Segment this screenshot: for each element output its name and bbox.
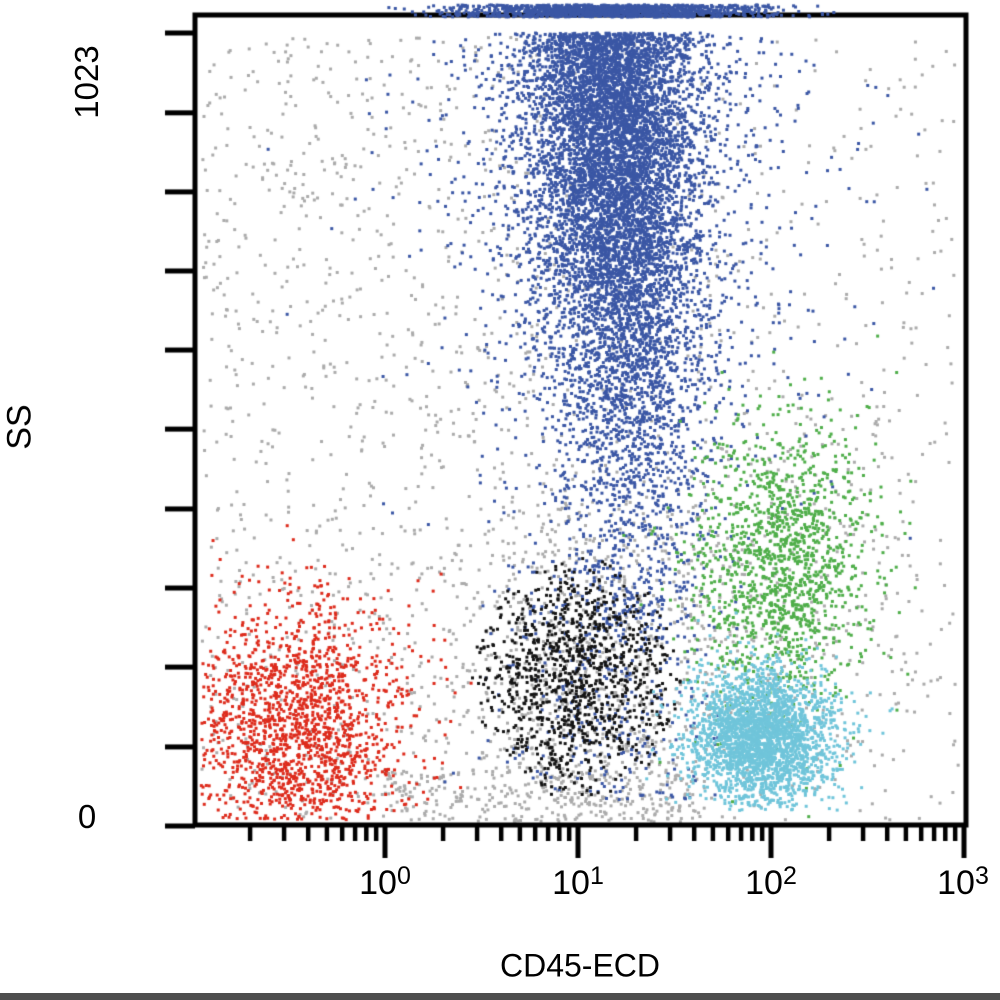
x-tick-exponent: 2 bbox=[782, 861, 797, 890]
y-axis-min-tick-label: 0 bbox=[77, 798, 97, 835]
x-tick-base: 10 bbox=[745, 864, 783, 902]
x-tick-label-1000: 103 bbox=[937, 861, 989, 903]
x-tick-label-10: 101 bbox=[552, 861, 604, 903]
x-tick-base: 10 bbox=[359, 864, 397, 902]
x-axis-title: CD45-ECD bbox=[499, 947, 661, 984]
y-axis-title: SS bbox=[0, 404, 39, 450]
x-tick-exponent: 0 bbox=[396, 861, 411, 890]
bottom-bar bbox=[0, 993, 1000, 1000]
x-tick-label-100: 102 bbox=[745, 861, 797, 903]
x-tick-exponent: 1 bbox=[589, 861, 604, 890]
x-tick-base: 10 bbox=[937, 864, 975, 902]
x-tick-base: 10 bbox=[552, 864, 590, 902]
y-axis-max-tick-label: 1023 bbox=[68, 45, 105, 119]
x-tick-label-1: 100 bbox=[359, 861, 411, 903]
x-tick-exponent: 3 bbox=[974, 861, 989, 890]
